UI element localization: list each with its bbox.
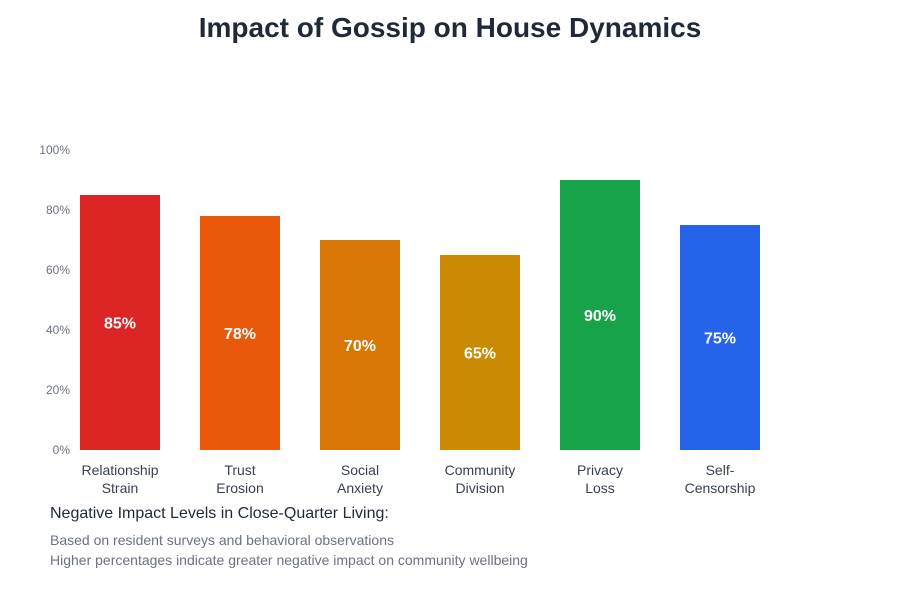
bar (80, 195, 160, 450)
y-tick-label: 60% (46, 263, 70, 277)
x-tick-label: Erosion (216, 480, 263, 496)
x-tick-label: Community (445, 462, 516, 478)
x-tick-label: Loss (585, 480, 615, 496)
x-tick-label: Anxiety (337, 480, 383, 496)
x-tick-label: Strain (102, 480, 139, 496)
notes-line-2: Higher percentages indicate greater nega… (50, 552, 528, 568)
y-tick-label: 100% (39, 143, 70, 157)
bar (440, 255, 520, 450)
bar (320, 240, 400, 450)
x-tick-label: Self- (706, 462, 735, 478)
x-tick-label: Privacy (577, 462, 623, 478)
x-tick-label: Division (455, 480, 504, 496)
y-tick-label: 80% (46, 203, 70, 217)
x-tick-label: Social (341, 462, 379, 478)
data-label: 70% (344, 338, 376, 355)
x-tick-label: Trust (224, 462, 255, 478)
y-tick-label: 20% (46, 383, 70, 397)
data-label: 78% (224, 326, 256, 343)
x-tick-label: Censorship (685, 480, 756, 496)
notes-heading: Negative Impact Levels in Close-Quarter … (50, 505, 389, 522)
bar (560, 180, 640, 450)
x-tick-label: Relationship (81, 462, 158, 478)
y-tick-label: 40% (46, 323, 70, 337)
notes-line-1: Based on resident surveys and behavioral… (50, 532, 394, 548)
y-tick-label: 0% (53, 443, 71, 457)
data-label: 90% (584, 308, 616, 325)
data-label: 85% (104, 316, 136, 333)
data-label: 75% (704, 331, 736, 348)
data-label: 65% (464, 346, 496, 363)
bar (680, 225, 760, 450)
chart-title: Impact of Gossip on House Dynamics (198, 12, 702, 43)
bar (200, 216, 280, 450)
